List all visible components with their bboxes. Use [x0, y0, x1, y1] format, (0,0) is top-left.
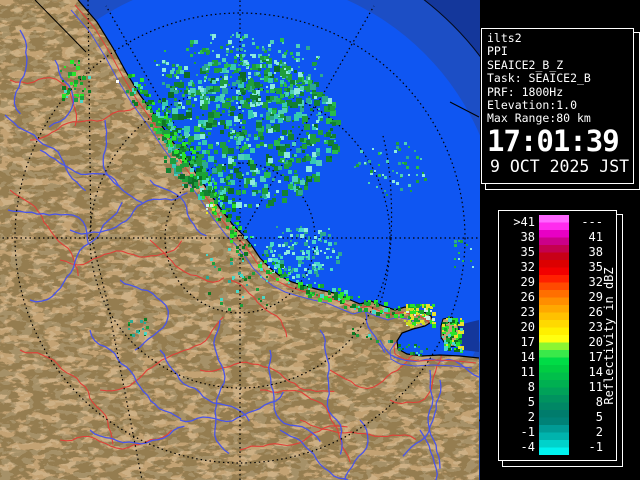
graticule-solid-lines	[34, 0, 480, 118]
reflectivity-legend: >41 --- 38 41 35 38 32 35 29 32 26 29 23 26 20 23 17 20 14…	[498, 210, 617, 461]
legend-lower-bound: 35	[520, 245, 535, 259]
legend-color-cell	[539, 260, 569, 275]
legend-upper-bound: 14	[588, 365, 603, 379]
legend-row: 26 29	[499, 290, 616, 305]
legend-upper-bound: -1	[588, 440, 603, 454]
legend-row: -4 -1	[499, 440, 616, 455]
radar-echoes	[60, 32, 474, 356]
legend-upper-bound: ---	[581, 215, 603, 229]
site-marker-dot	[116, 80, 119, 83]
legend-lower-bound: 38	[520, 230, 535, 244]
legend-color-cell	[539, 245, 569, 260]
legend-upper-bound: 29	[588, 290, 603, 304]
legend-row: -1 2	[499, 425, 616, 440]
legend-upper-bound: 17	[588, 350, 603, 364]
legend-row: 17 20	[499, 335, 616, 350]
range-rings-and-spokes	[0, 0, 480, 480]
legend-lower-bound: 8	[527, 380, 535, 394]
legend-lower-bound: 20	[520, 320, 535, 334]
legend-lower-bound: 2	[527, 410, 535, 424]
info-line: Elevation:1.0	[487, 98, 578, 113]
legend-color-cell	[539, 350, 569, 365]
legend-upper-bound: 2	[595, 425, 603, 439]
current-date: 9 OCT 2025 JST	[490, 156, 630, 176]
legend-lower-bound: 14	[520, 350, 535, 364]
info-line: PPI	[487, 44, 508, 59]
legend-row: 23 26	[499, 305, 616, 320]
legend-lower-bound: 32	[520, 260, 535, 274]
radar-ppi-display[interactable]	[0, 0, 480, 480]
legend-row: 38 41	[499, 230, 616, 245]
legend-upper-bound: 38	[588, 245, 603, 259]
info-line: Max Range:80 km	[487, 111, 591, 126]
radar-parameters: ilts2 PPI SEAICE2_B_Z Task: SEAICE2_B PRF: 1…	[487, 31, 633, 126]
legend-color-cell	[539, 215, 569, 230]
legend-scale-rows: >41 --- 38 41 35 38 32 35 29 32 26 29 23 26 20 23 17 20 14…	[499, 215, 616, 455]
legend-upper-bound: 8	[595, 395, 603, 409]
legend-color-cell	[539, 365, 569, 380]
legend-color-cell	[539, 395, 569, 410]
legend-upper-bound: 11	[588, 380, 603, 394]
legend-row: 29 32	[499, 275, 616, 290]
legend-color-cell	[539, 380, 569, 395]
legend-lower-bound: 5	[527, 395, 535, 409]
legend-lower-bound: >41	[513, 215, 535, 229]
legend-color-cell	[539, 275, 569, 290]
legend-axis-title: Reflectivity in dBZ	[602, 266, 616, 405]
legend-lower-bound: -4	[520, 440, 535, 454]
legend-lower-bound: -1	[520, 425, 535, 439]
legend-color-cell	[539, 425, 569, 440]
legend-lower-bound: 11	[520, 365, 535, 379]
legend-lower-bound: 29	[520, 275, 535, 289]
info-line: Task: SEAICE2_B	[487, 71, 591, 86]
legend-upper-bound: 35	[588, 260, 603, 274]
legend-upper-bound: 23	[588, 320, 603, 334]
legend-row: 32 35	[499, 260, 616, 275]
legend-row: 20 23	[499, 320, 616, 335]
legend-row: >41 ---	[499, 215, 616, 230]
legend-color-cell	[539, 410, 569, 425]
legend-upper-bound: 20	[588, 335, 603, 349]
legend-lower-bound: 23	[520, 305, 535, 319]
info-line: PRF: 1800Hz	[487, 84, 564, 99]
legend-color-cell	[539, 335, 569, 350]
legend-upper-bound: 5	[595, 410, 603, 424]
legend-upper-bound: 41	[588, 230, 603, 244]
legend-lower-bound: 26	[520, 290, 535, 304]
current-time: 17:01:39	[487, 123, 620, 158]
legend-row: 11 14	[499, 365, 616, 380]
legend-upper-bound: 32	[588, 275, 603, 289]
legend-lower-bound: 17	[520, 335, 535, 349]
radar-shadow-sector	[458, 320, 479, 352]
legend-color-cell	[539, 320, 569, 335]
radar-info-panel: ilts2 PPI SEAICE2_B_Z Task: SEAICE2_B PRF: 1…	[481, 28, 634, 184]
legend-row: 35 38	[499, 245, 616, 260]
legend-row: 14 17	[499, 350, 616, 365]
legend-row: 8 11	[499, 380, 616, 395]
legend-color-cell	[539, 290, 569, 305]
legend-color-cell	[539, 230, 569, 245]
legend-color-cell	[539, 440, 569, 455]
legend-upper-bound: 26	[588, 305, 603, 319]
legend-color-cell	[539, 305, 569, 320]
info-line: SEAICE2_B_Z	[487, 57, 564, 72]
info-line: ilts2	[487, 31, 522, 45]
